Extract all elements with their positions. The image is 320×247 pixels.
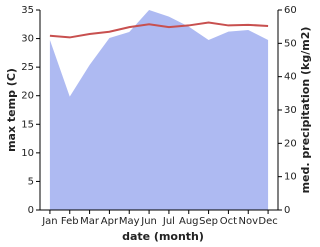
y2-tick-label: 10 [284,172,297,183]
x-tick-label: Feb [61,216,79,227]
line [49,21,269,39]
y-tick-label: 0 [28,205,34,216]
area [49,10,269,210]
x-axis-label: date (month) [122,230,204,243]
x-tick-label: Dec [258,216,277,227]
y-tick-label: 20 [21,91,34,102]
y-tick-label: 25 [21,62,34,73]
x-tick-label: Jul [162,216,175,227]
x-tick-label: Nov [238,216,258,227]
y-tick-label: 10 [21,148,34,159]
y2-tick-label: 0 [284,205,290,216]
y2-tick-label: 60 [284,5,297,16]
x-tick-label: May [119,216,140,227]
y-axis-label: max temp (C) [5,68,18,152]
y2-tick-label: 20 [284,138,297,149]
x-tick-label: Apr [101,216,119,227]
x-tick-label: Jun [140,216,157,227]
x-tick-label: Aug [179,216,199,227]
y2-tick-label: 40 [284,72,297,83]
y-tick-label: 5 [28,176,34,187]
y2-tick-label: 50 [284,38,297,49]
y-tick-label: 30 [21,34,34,45]
x-tick-label: Jan [41,216,57,227]
y-tick-label: 35 [21,5,34,16]
x-tick-label: Mar [80,216,100,227]
y-tick-label: 15 [21,119,34,130]
x-tick-label: Sep [199,216,218,227]
x-tick-label: Oct [220,216,237,227]
y2-axis-label: med. precipitation (kg/m2) [299,27,312,194]
y2-tick-label: 30 [284,105,297,116]
